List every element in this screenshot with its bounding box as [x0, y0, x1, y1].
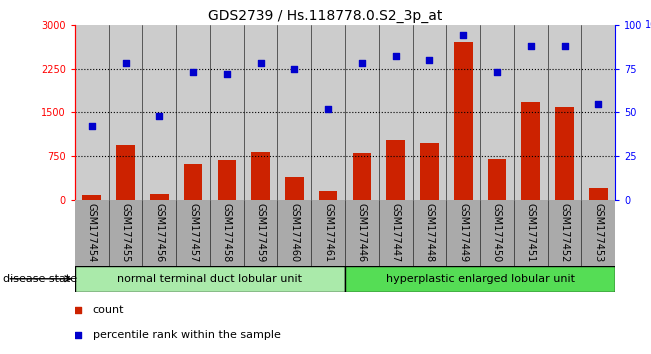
Bar — [379, 200, 413, 266]
Bar — [319, 191, 337, 200]
Bar — [210, 200, 243, 266]
Point — [458, 33, 469, 38]
Bar — [589, 188, 607, 200]
Point — [154, 113, 165, 119]
Bar — [176, 25, 210, 200]
Bar — [488, 159, 506, 200]
Text: 100%: 100% — [645, 20, 651, 30]
Point — [73, 307, 83, 313]
Point — [221, 71, 232, 77]
Point — [424, 57, 435, 63]
Point — [73, 332, 83, 337]
Bar — [514, 25, 547, 200]
Point — [289, 66, 299, 72]
Point — [120, 61, 131, 66]
Point — [87, 124, 97, 129]
Text: GSM177459: GSM177459 — [256, 203, 266, 263]
Bar — [454, 42, 473, 200]
Bar — [277, 200, 311, 266]
Text: disease state: disease state — [3, 274, 77, 284]
Point — [559, 43, 570, 48]
Point — [525, 43, 536, 48]
Bar — [413, 25, 447, 200]
Point — [323, 106, 333, 112]
Bar — [109, 25, 143, 200]
Bar — [210, 25, 243, 200]
Bar — [480, 25, 514, 200]
Text: GSM177452: GSM177452 — [560, 203, 570, 263]
Bar — [521, 102, 540, 200]
Bar — [379, 25, 413, 200]
Bar — [581, 200, 615, 266]
Bar — [581, 25, 615, 200]
Text: GSM177447: GSM177447 — [391, 203, 400, 263]
Text: GSM177458: GSM177458 — [222, 203, 232, 263]
Bar — [75, 200, 109, 266]
Bar — [109, 200, 143, 266]
Text: GSM177461: GSM177461 — [323, 203, 333, 262]
Point — [391, 53, 401, 59]
Text: GSM177455: GSM177455 — [120, 203, 130, 263]
Bar — [480, 200, 514, 266]
Bar — [285, 177, 303, 200]
Bar — [311, 200, 345, 266]
Text: GSM177448: GSM177448 — [424, 203, 434, 262]
Text: GSM177453: GSM177453 — [593, 203, 603, 263]
Text: GDS2739 / Hs.118778.0.S2_3p_at: GDS2739 / Hs.118778.0.S2_3p_at — [208, 9, 443, 23]
Bar — [150, 194, 169, 200]
Bar — [143, 200, 176, 266]
Bar — [345, 25, 379, 200]
Point — [188, 69, 199, 75]
Point — [492, 69, 502, 75]
Bar — [447, 200, 480, 266]
Bar — [555, 107, 574, 200]
Text: GSM177460: GSM177460 — [290, 203, 299, 262]
Bar — [345, 200, 379, 266]
Text: GSM177457: GSM177457 — [188, 203, 198, 263]
Text: count: count — [92, 305, 124, 315]
Bar — [447, 25, 480, 200]
Text: GSM177456: GSM177456 — [154, 203, 164, 263]
Bar — [353, 153, 371, 200]
Bar — [117, 144, 135, 200]
Bar — [277, 25, 311, 200]
Text: GSM177446: GSM177446 — [357, 203, 367, 262]
Bar — [311, 25, 345, 200]
Text: GSM177451: GSM177451 — [526, 203, 536, 263]
Bar — [420, 143, 439, 200]
Bar — [345, 266, 615, 292]
Bar — [547, 25, 581, 200]
Bar — [176, 200, 210, 266]
Bar — [251, 152, 270, 200]
Text: percentile rank within the sample: percentile rank within the sample — [92, 330, 281, 339]
Text: GSM177450: GSM177450 — [492, 203, 502, 263]
Bar — [514, 200, 547, 266]
Bar — [75, 266, 345, 292]
Bar — [413, 200, 447, 266]
Text: hyperplastic enlarged lobular unit: hyperplastic enlarged lobular unit — [385, 274, 575, 284]
Point — [593, 101, 603, 107]
Bar — [387, 141, 405, 200]
Point — [357, 61, 367, 66]
Text: GSM177449: GSM177449 — [458, 203, 468, 262]
Bar — [75, 25, 109, 200]
Bar — [547, 200, 581, 266]
Bar — [143, 25, 176, 200]
Bar — [184, 164, 202, 200]
Text: normal terminal duct lobular unit: normal terminal duct lobular unit — [117, 274, 303, 284]
Point — [255, 61, 266, 66]
Bar — [243, 25, 277, 200]
Text: GSM177454: GSM177454 — [87, 203, 97, 263]
Bar — [243, 200, 277, 266]
Bar — [83, 195, 101, 200]
Bar — [217, 160, 236, 200]
